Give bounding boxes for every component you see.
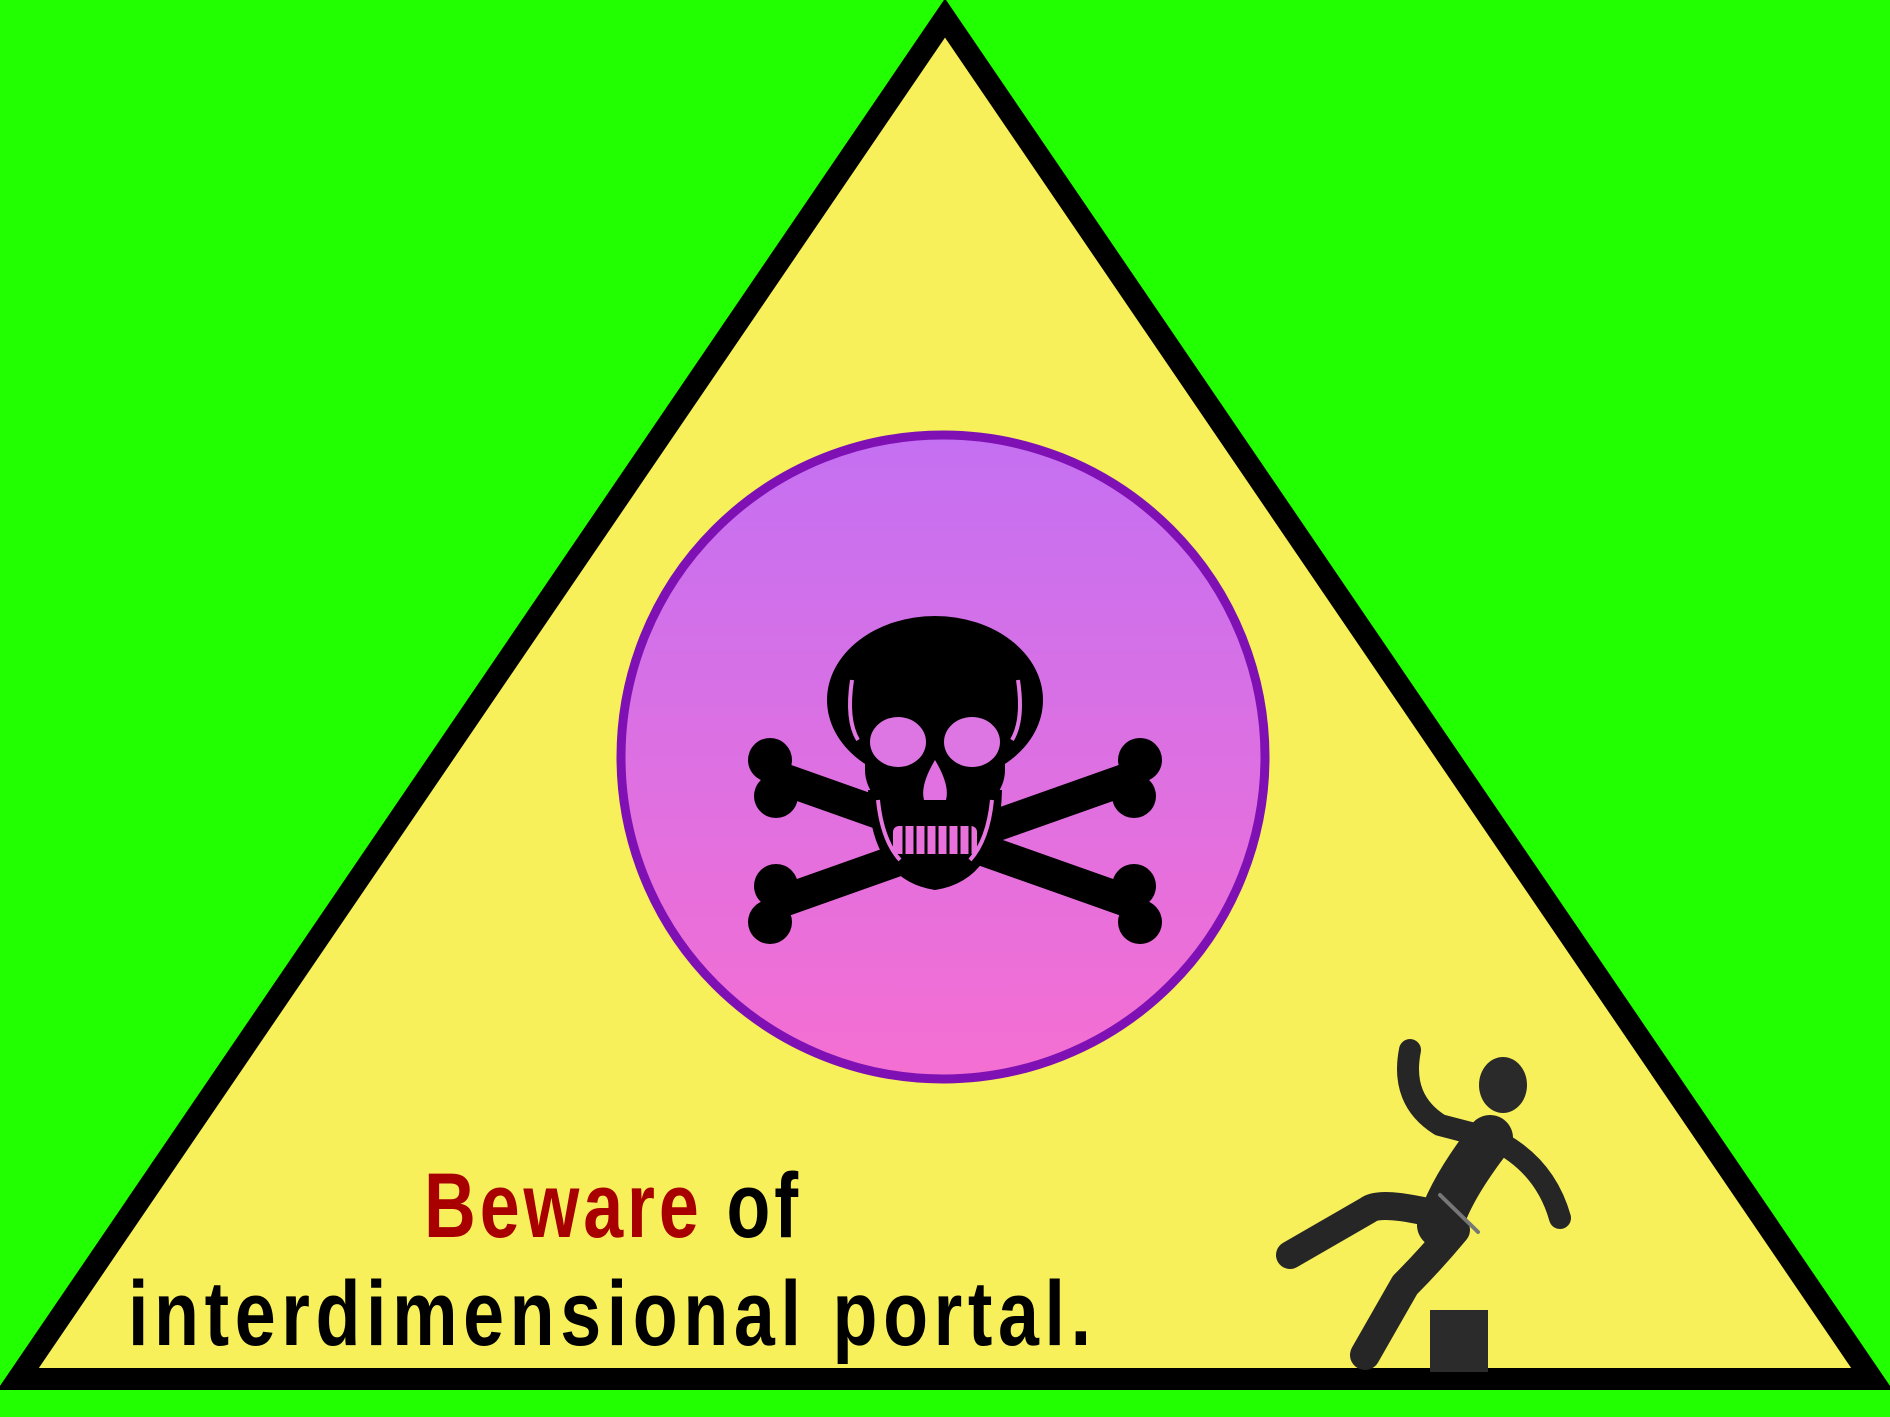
skull-crossbones-icon (748, 616, 1162, 944)
falling-person-icon (1276, 1039, 1571, 1372)
